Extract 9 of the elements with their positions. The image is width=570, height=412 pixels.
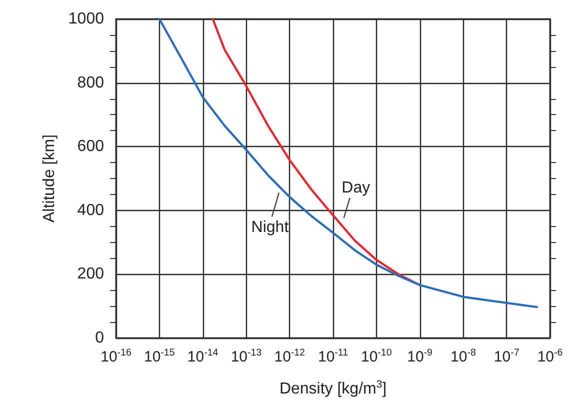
annotation: Night — [251, 219, 290, 236]
y-axis-title: Altitude [km] — [41, 134, 58, 223]
y-tick-label: 800 — [77, 74, 104, 92]
y-tick-label: 200 — [77, 266, 104, 283]
y-tick-label: 400 — [77, 202, 104, 219]
y-tick-label: 600 — [77, 138, 104, 156]
y-tick-label: 1000 — [68, 10, 104, 28]
annotation: Day — [342, 179, 370, 196]
y-tick-label: 0 — [95, 330, 104, 346]
